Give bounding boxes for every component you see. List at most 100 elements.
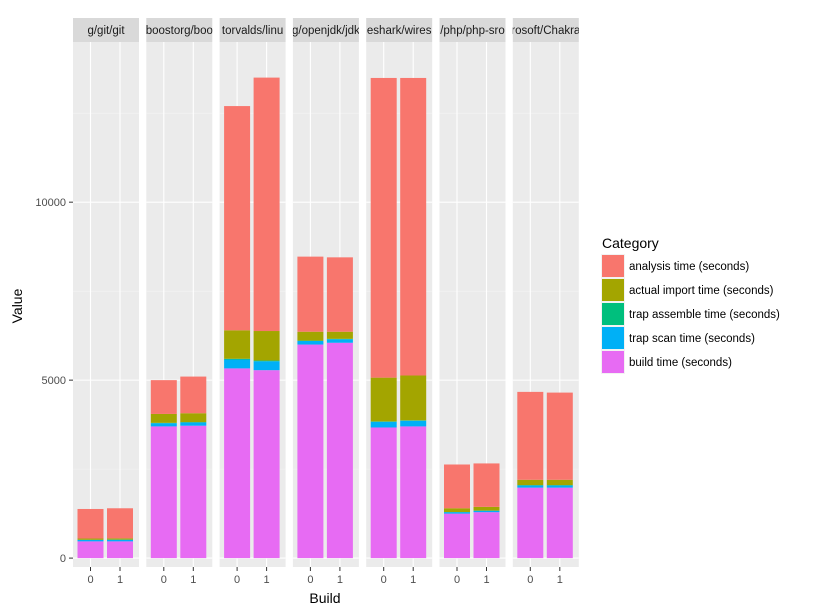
bar-segment: [224, 368, 251, 559]
legend: Category analysis time (seconds) actual im…: [601, 235, 780, 374]
legend-label: trap assemble time (seconds): [629, 309, 780, 321]
x-tick-label: 1: [483, 574, 489, 586]
bar-segment: [107, 538, 133, 540]
bar-segment: [370, 421, 397, 428]
facet-strip: [292, 18, 359, 42]
legend-swatch: [602, 303, 624, 325]
facet-panel: boostorg/boo 0 1: [146, 18, 213, 586]
bar-segment: [107, 508, 133, 539]
x-tick-label: 0: [234, 574, 240, 586]
bar-segment: [370, 77, 397, 378]
bar-segment: [77, 541, 104, 559]
facet-panel: rosoft/Chakra 0 1: [511, 18, 581, 586]
x-tick-label: 1: [557, 574, 563, 586]
facet-panel: eshark/wires 0 1: [366, 18, 433, 586]
x-tick-label: 0: [527, 574, 533, 586]
bar-segment: [473, 510, 500, 513]
legend-title: Category: [602, 235, 659, 251]
bar-segment: [180, 425, 207, 559]
facet-strip-label: g/git/git: [87, 25, 125, 37]
facet-strip-label: g/openjdk/jdk: [292, 25, 360, 37]
bar-segment: [444, 464, 470, 509]
facet-strip: [219, 18, 286, 42]
bar-segment: [326, 339, 353, 343]
facet-panel: g/openjdk/jdk 0 1: [292, 18, 360, 586]
facet-strip: [512, 18, 579, 42]
bar-segment: [77, 539, 104, 542]
bar-segment: [253, 360, 280, 362]
x-tick-label: 0: [381, 574, 387, 586]
x-axis-title: Build: [309, 590, 340, 606]
x-tick-label: 1: [117, 574, 123, 586]
bar-segment: [444, 512, 470, 514]
bar-segment: [150, 426, 177, 559]
bar-segment: [400, 77, 427, 376]
bar-segment: [253, 370, 280, 559]
bar-segment: [224, 359, 251, 369]
facet-strip: [366, 18, 433, 42]
legend-swatch: [602, 255, 624, 277]
facet-panel: /php/php-sro 0 1: [439, 18, 506, 586]
legend-swatch: [602, 351, 624, 373]
facet-strip-label: boostorg/boo: [146, 25, 213, 37]
bar-segment: [473, 463, 500, 507]
x-tick-label: 0: [161, 574, 167, 586]
bar-segment: [400, 375, 427, 421]
bar-segment: [326, 331, 353, 339]
bar-segment: [473, 506, 500, 511]
facet-strip-label: eshark/wires: [367, 25, 432, 37]
bar-segment: [444, 513, 470, 559]
bar-segment: [370, 427, 397, 559]
x-tick-label: 1: [337, 574, 343, 586]
x-tick-label: 1: [190, 574, 196, 586]
bar-segment: [253, 331, 280, 361]
x-tick-label: 0: [454, 574, 460, 586]
panel-background: [73, 42, 139, 567]
legend-swatch: [602, 327, 624, 349]
y-axis: 0 5000 10000: [35, 197, 73, 565]
facet-strip: [146, 18, 213, 42]
y-tick-label: 10000: [35, 197, 66, 209]
y-axis-title: Value: [9, 288, 25, 323]
bar-segment: [517, 487, 544, 559]
x-tick-label: 1: [410, 574, 416, 586]
bar-segment: [253, 361, 280, 371]
bar-segment: [444, 508, 470, 513]
facet-strip-label: rosoft/Chakra: [511, 25, 581, 37]
y-tick-label: 0: [60, 553, 66, 565]
bar-segment: [400, 426, 427, 559]
facet-panels: g/git/git 0 1 boostorg/boo 0 1 torvalds/linu 0 1…: [73, 18, 581, 586]
x-tick-label: 0: [307, 574, 313, 586]
bar-segment: [224, 358, 251, 360]
bar-segment: [546, 479, 573, 486]
bar-segment: [180, 413, 207, 423]
bar-segment: [253, 77, 280, 332]
bar-segment: [297, 256, 324, 332]
bar-segment: [297, 340, 324, 345]
bar-segment: [150, 423, 177, 427]
bar-segment: [180, 376, 207, 414]
bar-segment: [370, 377, 397, 422]
bar-segment: [517, 485, 544, 488]
facet-strip: [73, 18, 139, 42]
bar-segment: [326, 257, 353, 332]
legend-label: actual import time (seconds): [629, 285, 774, 297]
bar-segment: [546, 392, 573, 480]
legend-label: build time (seconds): [629, 357, 732, 369]
facet-strip: [439, 18, 506, 42]
bar-segment: [224, 106, 251, 331]
bar-segment: [150, 413, 177, 423]
bar-segment: [77, 508, 104, 539]
legend-label: trap scan time (seconds): [629, 333, 755, 345]
facet-strip-label: /php/php-sro: [440, 25, 505, 37]
facet-panel: g/git/git 0 1: [73, 18, 139, 586]
bar-segment: [77, 538, 104, 540]
bar-segment: [326, 342, 353, 559]
x-tick-label: 0: [87, 574, 93, 586]
y-tick-label: 5000: [42, 375, 66, 387]
bar-segment: [517, 391, 544, 480]
bar-segment: [400, 420, 427, 427]
facet-panel: torvalds/linu 0 1: [219, 18, 286, 586]
bar-segment: [107, 539, 133, 542]
